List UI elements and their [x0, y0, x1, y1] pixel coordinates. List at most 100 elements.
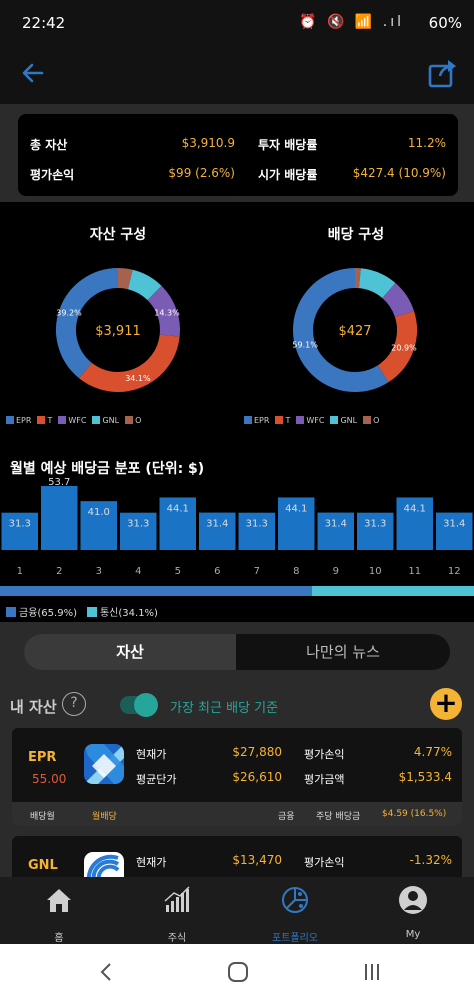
- pnl-rate-label: 평가손익: [304, 748, 345, 761]
- tab-assets[interactable]: 자산: [24, 634, 236, 670]
- monthly-bar-month-label: 5: [175, 566, 181, 577]
- nav-portfolio-label: 포트폴리오: [272, 933, 318, 944]
- monthly-bar-value-label: 44.1: [167, 503, 189, 514]
- donut-slice-wfc[interactable]: [381, 282, 414, 318]
- legend-swatch: [37, 416, 46, 424]
- monthly-bar[interactable]: [396, 497, 434, 550]
- donut-slice-t[interactable]: [377, 310, 417, 383]
- status-bar: 22:42 ⏰ 🔇 📶 .ıl 60%: [0, 0, 474, 46]
- monthly-bar-month-label: 8: [293, 566, 299, 577]
- monthly-bar-value-label: 44.1: [404, 503, 426, 514]
- back-arrow-icon[interactable]: [18, 58, 48, 88]
- monthly-bar[interactable]: [41, 486, 78, 550]
- system-home-icon[interactable]: [226, 960, 250, 984]
- nav-stocks[interactable]: 주식: [118, 877, 236, 944]
- sector-legend: 금융(65.9%) 통신(34.1%): [6, 604, 168, 619]
- monthly-bar[interactable]: [436, 512, 473, 550]
- donut-slice-epr[interactable]: [56, 268, 119, 379]
- dividend-chart-legend: EPR T WFC GNL O: [244, 416, 385, 425]
- pnl-label: 평가손익: [30, 168, 75, 182]
- donut-slice-label: 14.3%: [154, 309, 180, 318]
- legend-label: WFC: [68, 416, 87, 425]
- sector-legend-swatch: [86, 607, 97, 617]
- recent-dividend-toggle[interactable]: [120, 693, 158, 717]
- asset-chart-legend: EPR T WFC GNL O: [6, 416, 147, 425]
- donut-slice-epr[interactable]: [293, 268, 389, 392]
- donut-slice-gnl[interactable]: [358, 268, 396, 299]
- monthly-bar[interactable]: [80, 501, 118, 550]
- legend-item-wfc: WFC: [58, 416, 86, 425]
- donut-slice-label: 59.1%: [292, 341, 318, 350]
- sector-legend-item: 금융(65.9%): [6, 607, 77, 619]
- system-recents-icon[interactable]: [360, 960, 384, 984]
- monthly-bar[interactable]: [159, 497, 197, 550]
- monthly-bar[interactable]: [317, 512, 355, 550]
- sector-legend-label: 통신(34.1%): [99, 608, 158, 619]
- donut-center-value: $3,911: [95, 324, 141, 339]
- sector-label: 금융: [278, 812, 295, 822]
- legend-item-t: T: [275, 416, 290, 425]
- status-icons: ⏰ 🔇 📶 .ıl: [299, 14, 404, 30]
- monthly-bar[interactable]: [238, 512, 276, 550]
- monthly-bar-value-label: 31.4: [325, 519, 347, 530]
- nav-my[interactable]: My: [354, 877, 472, 944]
- eval-amount-label: 평가금액: [304, 773, 345, 786]
- donut-slice-o[interactable]: [117, 268, 133, 290]
- my-assets-label: 내 자산: [10, 698, 57, 716]
- dividend-donut-chart[interactable]: 20.9% 59.1% $427: [285, 260, 425, 400]
- invest-yield-value: 11.2%: [407, 136, 446, 150]
- monthly-bar[interactable]: [1, 512, 39, 550]
- donut-slice-label: 20.9%: [391, 343, 417, 352]
- nav-home[interactable]: 홈: [0, 877, 118, 944]
- monthly-dividend-bar-chart[interactable]: 31.3 1 53.7 2 41.0 3 31.3 4 44.1 5 31.4 6 31.3 7 44.1 8…: [0, 472, 474, 584]
- market-yield-label: 시가 배당률: [258, 168, 318, 182]
- pnl-rate-value: -1.32%: [409, 853, 452, 867]
- bottom-navigation: 홈 주식 포트폴리오 My: [0, 877, 474, 944]
- sector-legend-swatch: [6, 607, 16, 617]
- avg-price-label: 평균단가: [136, 773, 177, 786]
- monthly-bar[interactable]: [120, 512, 157, 550]
- help-icon[interactable]: ?: [62, 692, 86, 716]
- share-icon[interactable]: [426, 56, 460, 90]
- legend-item-epr: EPR: [6, 416, 31, 425]
- monthly-bar-month-label: 1: [17, 566, 23, 577]
- current-price-value: $27,880: [232, 745, 282, 759]
- nav-portfolio[interactable]: 포트폴리오: [236, 877, 354, 944]
- pnl-value: $99 (2.6%): [168, 166, 235, 180]
- donut-slice-gnl[interactable]: [127, 269, 162, 301]
- monthly-dividend-title: 월별 예상 배당금 분포 (단위: $): [10, 461, 205, 477]
- asset-chart-title: 자산 구성: [89, 227, 147, 243]
- legend-label: O: [373, 416, 380, 425]
- dividend-per-share-value: $4.59 (16.5%): [382, 809, 447, 819]
- monthly-bar[interactable]: [278, 497, 315, 550]
- asset-donut-chart[interactable]: 14.3% 34.1% 39.2% $3,911: [48, 260, 188, 400]
- market-yield-value: $427.4 (10.9%): [352, 166, 446, 180]
- asset-card-epr[interactable]: EPR 55.00 현재가 $27,880 평균단가 $26,610 평가손익 …: [12, 728, 462, 826]
- legend-swatch: [330, 416, 339, 424]
- avg-price-value: $26,610: [232, 770, 282, 784]
- add-asset-button[interactable]: +: [430, 688, 462, 720]
- monthly-bar-month-label: 12: [448, 566, 461, 577]
- monthly-bar[interactable]: [357, 512, 394, 550]
- total-assets-label: 총 자산: [30, 138, 68, 152]
- legend-swatch: [363, 416, 372, 424]
- home-icon: [47, 889, 71, 912]
- monthly-bar-value-label: 31.3: [9, 519, 31, 530]
- sector-legend-label: 금융(65.9%): [19, 608, 77, 619]
- nav-stocks-label: 주식: [167, 933, 187, 944]
- monthly-bar-month-label: 6: [214, 566, 220, 577]
- invest-yield-label: 투자 배당률: [258, 138, 318, 152]
- monthly-bar-month-label: 4: [135, 566, 141, 577]
- sector-segment-telecom: [312, 586, 474, 596]
- donut-slice-wfc[interactable]: [147, 285, 180, 337]
- legend-label: T: [285, 416, 291, 425]
- donut-slice-label: 39.2%: [56, 309, 82, 318]
- legend-swatch: [244, 416, 252, 424]
- donut-center-value: $427: [338, 324, 371, 339]
- monthly-bar[interactable]: [199, 512, 236, 550]
- pnl-rate-value: 4.77%: [413, 745, 452, 759]
- donut-slice-t[interactable]: [79, 334, 180, 392]
- nav-home-label: 홈: [54, 933, 64, 944]
- system-back-icon[interactable]: [95, 960, 119, 984]
- tab-my-news[interactable]: 나만의 뉴스: [306, 643, 380, 661]
